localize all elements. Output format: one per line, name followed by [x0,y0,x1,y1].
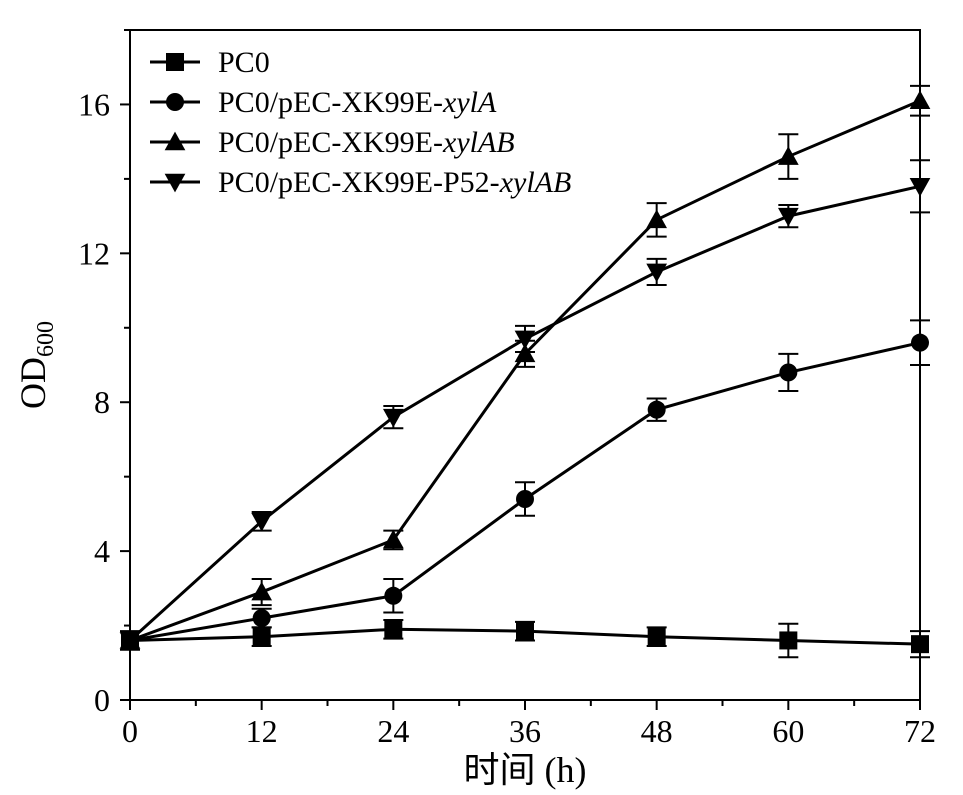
legend-label-1: PC0/pEC-XK99E-xylA [218,86,497,119]
x-tick-label: 12 [246,713,278,749]
x-tick-label: 72 [904,713,936,749]
y-tick-label: 16 [78,86,110,122]
x-tick-label: 24 [377,713,409,749]
y-tick-label: 8 [94,384,110,420]
chart-svg: 0122436486072时间 (h)0481216OD600PC0PC0/pE… [0,0,963,795]
legend-label-2: PC0/pEC-XK99E-xylAB [218,126,515,159]
x-axis-label: 时间 (h) [464,750,587,790]
x-tick-label: 36 [509,713,541,749]
x-tick-label: 60 [772,713,804,749]
y-tick-label: 0 [94,682,110,718]
y-tick-label: 12 [78,235,110,271]
y-axis-label: OD600 [13,321,59,409]
y-tick-label: 4 [94,533,110,569]
legend-label-3: PC0/pEC-XK99E-P52-xylAB [218,166,571,199]
x-tick-label: 48 [641,713,673,749]
growth-curve-chart: 0122436486072时间 (h)0481216OD600PC0PC0/pE… [0,0,963,795]
legend-label-0: PC0 [218,46,270,79]
series-line-3 [130,186,920,640]
x-tick-label: 0 [122,713,138,749]
